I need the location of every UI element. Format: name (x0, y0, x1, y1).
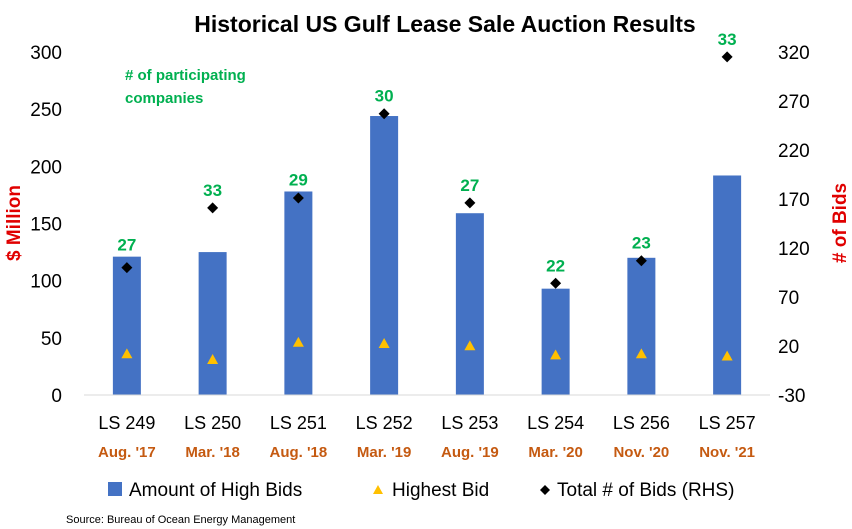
bar (455, 213, 484, 395)
bar (284, 191, 313, 395)
highest-bid-marker (378, 338, 390, 348)
category-label: LS 249 (98, 413, 155, 433)
bar (541, 288, 570, 395)
date-label: Nov. '21 (699, 444, 755, 461)
y-tick-label: 250 (30, 100, 62, 121)
company-count-label: 30 (375, 87, 394, 106)
legend-triangle-swatch (373, 485, 383, 494)
date-label: Mar. '19 (357, 444, 411, 461)
company-count-label: 23 (632, 234, 651, 253)
date-label: Aug. '19 (441, 444, 499, 461)
annotation-line-2: companies (125, 90, 203, 107)
right-axis-ticks: -30 20 70 120 170 220 270 320 (778, 43, 810, 407)
date-label: Mar. '20 (528, 444, 582, 461)
chart-title: Historical US Gulf Lease Sale Auction Re… (194, 11, 695, 37)
marker-series (121, 51, 733, 364)
legend: Amount of High Bids Highest Bid Total # of… (108, 480, 734, 501)
legend-diamond-swatch (540, 485, 550, 495)
total-bids-marker (378, 108, 390, 120)
category-label: LS 251 (270, 413, 327, 433)
bar (370, 116, 399, 395)
total-bids-marker (121, 262, 133, 274)
date-label: Mar. '18 (185, 444, 239, 461)
company-count-label: 27 (460, 176, 479, 195)
category-label: LS 257 (699, 413, 756, 433)
total-bids-marker (635, 255, 647, 267)
highest-bid-marker (207, 354, 219, 364)
bar (627, 257, 656, 395)
category-labels: 27 33 29 30 27 22 23 33 LS 249 LS 250 LS 251 LS 252… (98, 30, 756, 461)
y-tick-label: 300 (30, 43, 62, 64)
source-note: Source: Bureau of Ocean Energy Managemen… (66, 514, 295, 526)
bar (112, 256, 141, 395)
category-label: LS 254 (527, 413, 584, 433)
y-tick-label: 150 (30, 215, 62, 236)
category-label: LS 253 (441, 413, 498, 433)
bar (198, 252, 227, 395)
highest-bid-marker (292, 336, 304, 347)
y2-tick-label: 320 (778, 43, 810, 64)
y-tick-label: 50 (41, 329, 62, 350)
legend-diamond-label: Total # of Bids (RHS) (557, 480, 734, 501)
highest-bid-marker (721, 350, 733, 361)
company-count-label: 29 (289, 170, 308, 189)
highest-bid-marker (550, 349, 562, 360)
date-label: Aug. '17 (98, 444, 156, 461)
company-count-label: 27 (117, 236, 136, 255)
date-label: Aug. '18 (270, 444, 328, 461)
total-bids-marker (292, 192, 304, 204)
category-label: LS 250 (184, 413, 241, 433)
legend-bar-label: Amount of High Bids (129, 480, 302, 501)
total-bids-marker (721, 51, 733, 63)
category-label: LS 256 (613, 413, 670, 433)
annotation-line-1: # of participating (125, 67, 246, 84)
legend-triangle-label: Highest Bid (392, 480, 489, 501)
y2-tick-label: 270 (778, 92, 810, 113)
y-tick-label: 100 (30, 272, 62, 293)
total-bids-marker (464, 197, 476, 209)
y2-tick-label: 170 (778, 190, 810, 211)
highest-bid-marker (121, 348, 133, 359)
company-count-label: 33 (718, 30, 737, 49)
total-bids-marker (550, 277, 562, 289)
bar-series (112, 116, 742, 395)
highest-bid-marker (635, 348, 647, 359)
total-bids-marker (207, 202, 219, 214)
category-label: LS 252 (356, 413, 413, 433)
company-count-label: 33 (203, 181, 222, 200)
left-axis-ticks: 0 50 100 150 200 250 300 (30, 43, 62, 407)
y-tick-label: 0 (51, 386, 62, 407)
left-axis-title: $ Million (4, 185, 25, 261)
bar (713, 175, 742, 395)
y-tick-label: 200 (30, 157, 62, 178)
right-axis-title: # of Bids (830, 183, 851, 263)
highest-bid-marker (464, 340, 476, 351)
y2-tick-label: 20 (778, 337, 799, 358)
y2-tick-label: 70 (778, 288, 799, 309)
date-label: Nov. '20 (613, 444, 669, 461)
y2-tick-label: 220 (778, 141, 810, 162)
y2-tick-label: -30 (778, 386, 805, 407)
company-count-label: 22 (546, 256, 565, 275)
y2-tick-label: 120 (778, 239, 810, 260)
legend-bar-swatch (108, 482, 122, 496)
